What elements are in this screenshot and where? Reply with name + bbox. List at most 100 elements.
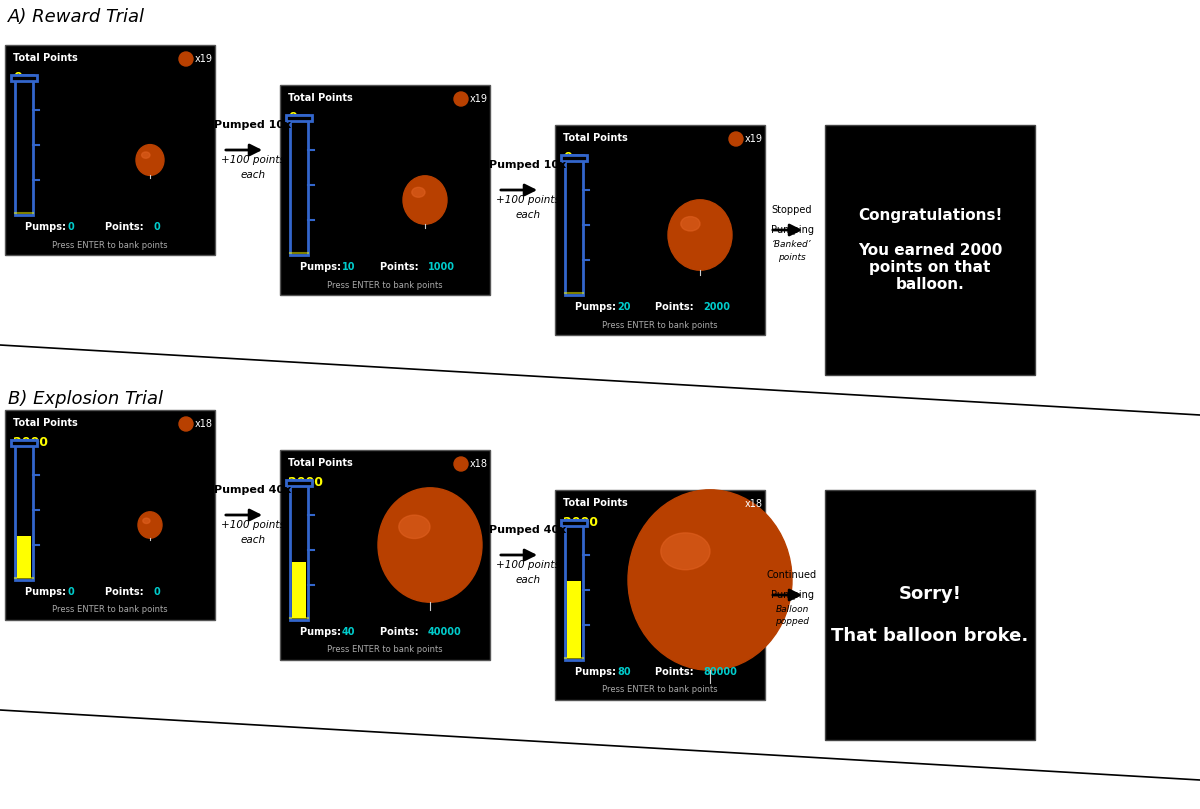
Text: 0: 0 bbox=[563, 151, 571, 164]
Bar bbox=[826, 490, 1034, 740]
Text: 2000: 2000 bbox=[13, 436, 48, 449]
Ellipse shape bbox=[628, 489, 792, 670]
Bar bbox=[290, 115, 308, 255]
Bar bbox=[554, 125, 766, 335]
Ellipse shape bbox=[668, 200, 732, 270]
Bar bbox=[292, 562, 306, 618]
Text: 10: 10 bbox=[342, 262, 355, 272]
Bar bbox=[11, 75, 37, 81]
Text: 1000: 1000 bbox=[428, 262, 455, 272]
Text: each: each bbox=[240, 535, 265, 545]
Text: 0: 0 bbox=[154, 222, 160, 232]
Text: Sorry!

That balloon broke.: Sorry! That balloon broke. bbox=[832, 585, 1028, 645]
Text: Points:: Points: bbox=[380, 627, 422, 637]
Text: x18: x18 bbox=[470, 459, 488, 469]
Circle shape bbox=[730, 132, 743, 146]
Bar bbox=[14, 75, 34, 215]
Text: points: points bbox=[778, 252, 806, 261]
Text: Pumps:: Pumps: bbox=[300, 262, 344, 272]
Text: each: each bbox=[240, 170, 265, 180]
Text: x19: x19 bbox=[745, 134, 763, 144]
Text: Pumped 10x: Pumped 10x bbox=[215, 120, 292, 130]
Ellipse shape bbox=[378, 488, 482, 602]
Text: Points:: Points: bbox=[655, 667, 697, 677]
Bar bbox=[286, 115, 312, 121]
Text: 40: 40 bbox=[342, 627, 355, 637]
Text: Press ENTER to bank points: Press ENTER to bank points bbox=[52, 240, 168, 249]
Bar bbox=[826, 125, 1034, 375]
Text: each: each bbox=[516, 210, 540, 220]
Text: Total Points: Total Points bbox=[13, 418, 78, 428]
Text: 2000: 2000 bbox=[563, 516, 598, 529]
Bar bbox=[17, 536, 31, 578]
Text: 0: 0 bbox=[13, 71, 22, 84]
Bar bbox=[280, 85, 490, 295]
Ellipse shape bbox=[403, 176, 446, 224]
Text: Press ENTER to bank points: Press ENTER to bank points bbox=[328, 646, 443, 654]
Circle shape bbox=[730, 497, 743, 511]
Text: Press ENTER to bank points: Press ENTER to bank points bbox=[52, 605, 168, 615]
Text: 0: 0 bbox=[67, 222, 73, 232]
Ellipse shape bbox=[412, 188, 425, 197]
Text: Pumped 40x: Pumped 40x bbox=[490, 525, 566, 535]
Text: x19: x19 bbox=[470, 94, 488, 104]
Text: +100 points: +100 points bbox=[221, 520, 284, 530]
Text: Total Points: Total Points bbox=[563, 498, 628, 508]
Text: Total Points: Total Points bbox=[288, 93, 353, 103]
Bar bbox=[568, 581, 581, 658]
Circle shape bbox=[454, 92, 468, 106]
Text: popped: popped bbox=[775, 617, 809, 626]
Ellipse shape bbox=[398, 515, 430, 539]
Text: 0: 0 bbox=[288, 111, 296, 124]
Text: Continued: Continued bbox=[767, 570, 817, 580]
Ellipse shape bbox=[680, 217, 700, 231]
Text: +100 points: +100 points bbox=[496, 195, 560, 205]
Ellipse shape bbox=[138, 512, 162, 538]
Ellipse shape bbox=[136, 145, 164, 176]
Text: Stopped: Stopped bbox=[772, 205, 812, 215]
Text: x19: x19 bbox=[194, 54, 214, 64]
Text: Pumped 10x: Pumped 10x bbox=[490, 160, 566, 170]
Ellipse shape bbox=[142, 152, 150, 159]
Text: 0: 0 bbox=[154, 587, 160, 597]
Text: Total Points: Total Points bbox=[288, 458, 353, 468]
Text: Points:: Points: bbox=[655, 302, 697, 312]
Text: 2000: 2000 bbox=[703, 302, 730, 312]
Text: Pumps:: Pumps: bbox=[25, 222, 70, 232]
Bar bbox=[11, 440, 37, 446]
Text: Total Points: Total Points bbox=[13, 53, 78, 63]
Text: Pumping: Pumping bbox=[770, 590, 814, 600]
Text: ‘Banked’: ‘Banked’ bbox=[772, 239, 812, 248]
Text: Balloon: Balloon bbox=[775, 604, 809, 613]
Text: 20: 20 bbox=[617, 302, 630, 312]
Bar bbox=[565, 155, 583, 295]
Text: B) Explosion Trial: B) Explosion Trial bbox=[8, 390, 163, 408]
Text: Points:: Points: bbox=[106, 587, 148, 597]
Text: each: each bbox=[516, 575, 540, 585]
Text: Pumps:: Pumps: bbox=[25, 587, 70, 597]
Circle shape bbox=[179, 417, 193, 431]
Text: 0: 0 bbox=[67, 587, 73, 597]
Text: 2000: 2000 bbox=[288, 476, 323, 489]
Text: Pumping: Pumping bbox=[770, 225, 814, 235]
Text: Pumps:: Pumps: bbox=[575, 302, 619, 312]
Text: Pumped 40x: Pumped 40x bbox=[215, 485, 292, 495]
Bar bbox=[286, 480, 312, 486]
Bar bbox=[562, 155, 587, 161]
Text: Press ENTER to bank points: Press ENTER to bank points bbox=[602, 320, 718, 329]
Text: Total Points: Total Points bbox=[563, 133, 628, 143]
Bar bbox=[5, 410, 215, 620]
Circle shape bbox=[454, 457, 468, 471]
Bar bbox=[565, 520, 583, 660]
Text: Points:: Points: bbox=[380, 262, 422, 272]
Text: +100 points: +100 points bbox=[496, 560, 560, 570]
Bar bbox=[5, 45, 215, 255]
Text: Pumps:: Pumps: bbox=[575, 667, 619, 677]
Bar bbox=[554, 490, 766, 700]
Text: 80: 80 bbox=[617, 667, 631, 677]
Ellipse shape bbox=[143, 518, 150, 523]
Circle shape bbox=[179, 52, 193, 66]
Text: 80000: 80000 bbox=[703, 667, 737, 677]
Text: A) Reward Trial: A) Reward Trial bbox=[8, 8, 145, 26]
Bar bbox=[280, 450, 490, 660]
